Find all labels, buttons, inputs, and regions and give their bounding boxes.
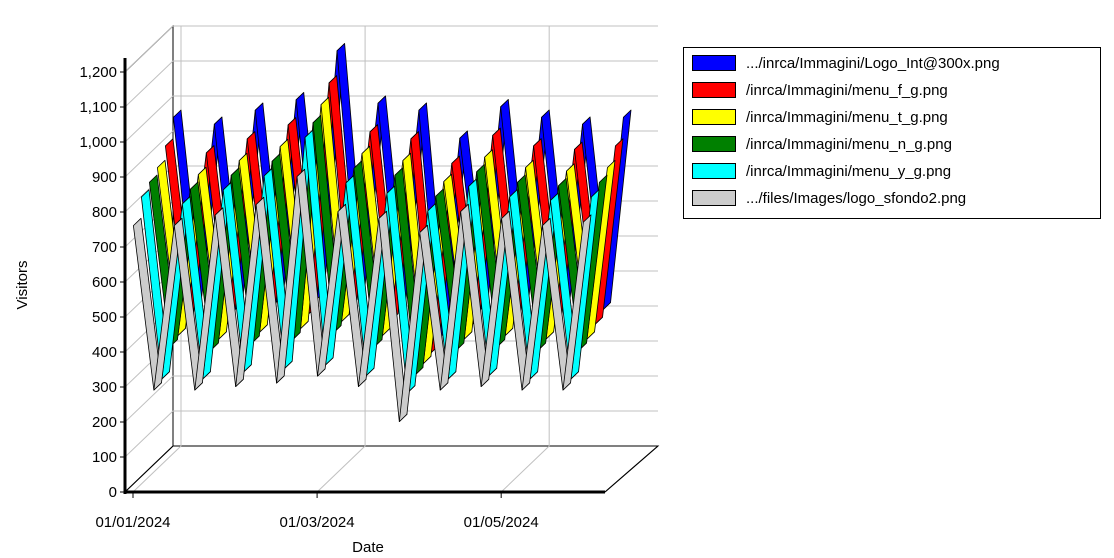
- legend-item: /inrca/Immagini/menu_f_g.png: [692, 79, 948, 101]
- legend-label: /inrca/Immagini/menu_f_g.png: [746, 81, 948, 99]
- ribbon-segment: [602, 109, 632, 311]
- y-axis-title: Visitors: [14, 261, 31, 310]
- legend-label: /inrca/Immagini/menu_y_g.png: [746, 162, 952, 180]
- x-tick-label: 01/03/2024: [280, 514, 355, 531]
- y-tick-label: 1,200: [79, 64, 117, 81]
- x-axis-title: Date: [352, 539, 384, 556]
- gridline-side: [124, 410, 174, 458]
- y-tick-label: 500: [92, 309, 117, 326]
- y-tick-label: 100: [92, 449, 117, 466]
- y-tick-label: 300: [92, 379, 117, 396]
- legend-swatch: [692, 55, 736, 71]
- y-tick-label: 1,000: [79, 134, 117, 151]
- legend-label: .../inrca/Immagini/Logo_Int@300x.png: [746, 54, 1000, 72]
- gridline-side: [124, 60, 174, 108]
- gridline-floor: [500, 445, 550, 493]
- y-tick-label: 600: [92, 274, 117, 291]
- legend-item: .../files/Images/logo_sfondo2.png: [692, 187, 966, 209]
- legend-swatch: [692, 190, 736, 206]
- legend-swatch: [692, 109, 736, 125]
- legend: .../inrca/Immagini/Logo_Int@300x.png/inr…: [683, 47, 1101, 219]
- y-tick-label: 200: [92, 414, 117, 431]
- floor-right-edge: [604, 445, 659, 493]
- x-tick-labels: 01/01/2024 01/03/2024 01/05/2024: [95, 492, 539, 531]
- legend-item: /inrca/Immagini/menu_t_g.png: [692, 106, 948, 128]
- legend-label: /inrca/Immagini/menu_t_g.png: [746, 108, 948, 126]
- y-tick-label: 900: [92, 169, 117, 186]
- chart-front-axis: [123, 58, 605, 494]
- legend-label: .../files/Images/logo_sfondo2.png: [746, 189, 967, 207]
- series-ribbon: [133, 168, 592, 423]
- gridline-side: [124, 95, 174, 143]
- gridline-side: [124, 375, 174, 423]
- gridline-floor: [132, 445, 182, 493]
- ribbon-segment: [586, 159, 616, 340]
- legend-swatch: [692, 82, 736, 98]
- floor-frame: [124, 445, 660, 493]
- legend-item: /inrca/Immagini/menu_n_g.png: [692, 133, 952, 155]
- y-tick-label: 700: [92, 239, 117, 256]
- gridline-side: [124, 25, 174, 73]
- ribbon-segment: [562, 214, 592, 391]
- legend-label: /inrca/Immagini/menu_n_g.png: [746, 135, 952, 153]
- legend-swatch: [692, 163, 736, 179]
- y-tick-label: 1,100: [79, 99, 117, 116]
- gridline-floor: [316, 445, 366, 493]
- y-tick-label: 400: [92, 344, 117, 361]
- legend-item: .../inrca/Immagini/Logo_Int@300x.png: [692, 52, 1000, 74]
- chart-ribbons: [133, 43, 632, 423]
- y-tick-label: 0: [109, 484, 117, 501]
- y-tick-label: 800: [92, 204, 117, 221]
- x-tick-label: 01/05/2024: [464, 514, 539, 531]
- ribbon-segment: [570, 189, 600, 380]
- x-tick-label: 01/01/2024: [95, 514, 170, 531]
- legend-swatch: [692, 136, 736, 152]
- legend-item: /inrca/Immagini/menu_y_g.png: [692, 160, 951, 182]
- y-tick-labels: 0 100 200 300 400 500 600 700 800 900 1,000 1,100 1,…: [79, 64, 125, 501]
- ribbon-segment: [594, 138, 624, 325]
- gridline-side: [124, 130, 174, 178]
